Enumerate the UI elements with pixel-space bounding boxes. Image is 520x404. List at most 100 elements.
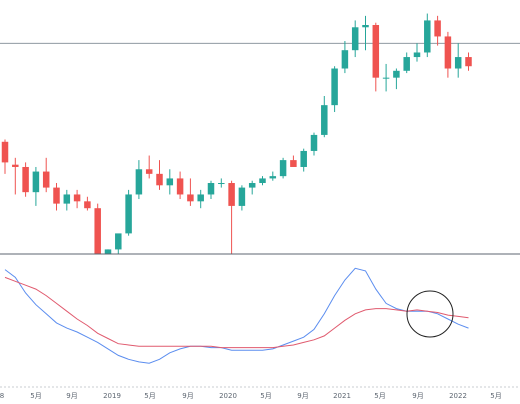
candle-body [156,173,163,186]
x-tick-label: 5月 [260,392,271,400]
candle [197,189,204,209]
candle-body [331,68,338,106]
x-tick-label: 9月 [66,392,77,400]
candle-body [73,194,81,202]
candle [362,15,369,51]
x-tick-label: 2019 [103,392,121,400]
candle [434,15,441,46]
candle [22,162,29,197]
candle [115,233,122,254]
candle [279,157,287,179]
candle [1,139,9,174]
candle [413,43,421,62]
x-tick-label: 2021 [333,392,351,400]
candle-body [341,50,349,69]
candle [372,22,380,92]
candle [32,166,40,206]
x-tick-label: 9月 [297,392,308,400]
candle-body [1,141,9,163]
x-tick-label: 5月 [30,392,41,400]
candle-body [413,52,421,58]
candle [444,31,452,78]
candle [12,157,19,195]
candle-body [248,183,256,188]
candle-body [197,194,204,202]
candle-body [372,25,380,78]
candle-body [393,70,400,78]
x-axis: 8 5月 9月 2019 5月 9月 2020 5月 9月 2021 5月 9月 2022 5月 [0,392,502,400]
candle-body [207,183,215,195]
x-tick-label: 5月 [490,392,501,400]
candle-body [300,150,307,167]
candle-body [321,105,328,135]
candle-body [259,178,266,184]
candle [104,249,112,254]
candle [176,171,184,200]
indicator-series-1 [4,267,469,364]
candle [248,180,256,195]
candle [145,155,153,179]
candle-body [176,178,184,195]
candle-body [42,171,50,188]
candle [166,169,174,195]
candle-body [125,194,132,234]
candle-body [53,187,60,204]
candle [156,160,163,190]
candle [290,155,297,167]
indicator-series-2 [4,276,469,349]
candle-body [351,27,359,51]
candle [424,13,431,58]
candle [73,189,81,209]
x-tick-label: 5月 [374,392,385,400]
candle-body [403,57,410,71]
candle [207,180,215,200]
candle [187,178,194,206]
candle-body [63,194,71,204]
candle-body [228,183,235,206]
x-tick-label: 8 [0,392,4,400]
candle [259,176,266,186]
candle [310,132,318,156]
candle [382,63,390,92]
candle-body [362,25,369,28]
candle-body [187,194,194,202]
candle [135,160,143,200]
candle [94,203,101,254]
candle [228,180,235,254]
candle-body [166,178,174,186]
candle-body [465,57,472,67]
candle [454,43,462,78]
indicator-panel [4,267,469,364]
candle [238,185,246,211]
candle-body [279,160,287,177]
candle-body [32,171,40,193]
x-tick-label: 2020 [219,392,237,400]
candle-body [94,208,101,254]
candle [351,20,359,58]
candle-body [12,164,19,167]
candle-body [22,166,29,193]
candle [53,183,60,211]
candle-body [145,169,153,174]
x-tick-label: 9月 [182,392,193,400]
candle [331,66,338,113]
candle [465,52,472,71]
candle-body [238,187,246,206]
candle-body [84,201,91,209]
candle-body [269,176,277,179]
candle-body [382,77,390,79]
candle [393,68,400,90]
candle-body [434,20,441,37]
candle-body [454,57,462,69]
candle-body [290,160,297,167]
candle-body [310,134,318,151]
candle [42,157,50,193]
candle-body [135,169,143,195]
x-tick-label: 5月 [144,392,155,400]
annotation-circle [406,290,454,338]
candle-body [115,233,122,250]
candle [321,95,328,138]
candle-body [444,36,452,69]
